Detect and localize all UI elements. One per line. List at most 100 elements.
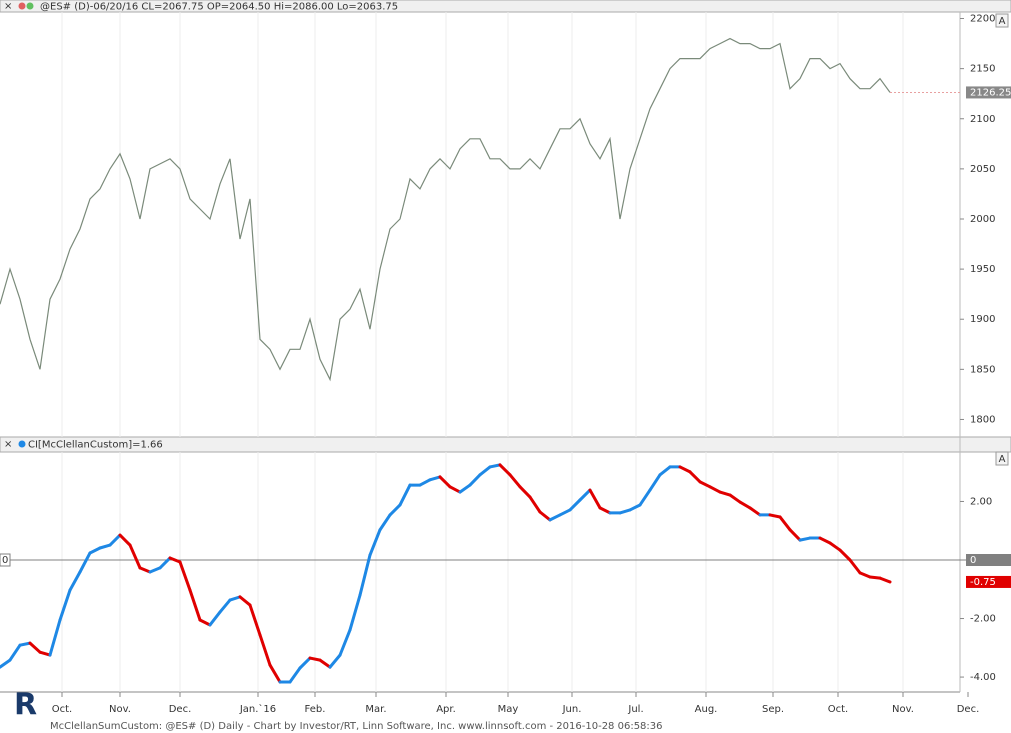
scale-button[interactable] [995, 13, 1009, 28]
indicator-segment [138, 566, 152, 574]
y-tick-label: 2050 [970, 164, 995, 175]
indicator-segment [288, 666, 302, 684]
x-tick-label: Nov. [109, 704, 131, 715]
indicator-segment [148, 566, 162, 574]
y-tick-label: 1850 [970, 364, 995, 375]
indicator-segment [8, 643, 22, 662]
indicator-segment [818, 536, 832, 545]
close-icon[interactable]: × [4, 1, 12, 12]
indicator-segment [538, 510, 552, 522]
logo: R [14, 688, 37, 723]
x-tick-label: Nov. [892, 704, 914, 715]
close-icon[interactable]: × [4, 439, 12, 450]
y-tick-label: 1800 [970, 414, 995, 425]
indicator-segment [568, 498, 582, 512]
indicator-segment [858, 571, 872, 579]
indicator-segment [778, 515, 792, 532]
last-price-tag [966, 86, 1011, 99]
indicator-segment [68, 570, 82, 592]
indicator-segment [838, 548, 852, 562]
indicator-segment [438, 475, 452, 489]
indicator-title: CI[McClellanCustom]=1.66 [28, 440, 163, 451]
footer: McClellanSumCustom: @ES# (D) Daily - Cha… [50, 721, 663, 732]
x-tick-label: Aug. [695, 704, 718, 715]
indicator-segment [358, 553, 372, 597]
indicator-segment [168, 556, 182, 564]
indicator-segment [118, 533, 132, 547]
indicator-segment [878, 576, 892, 584]
indicator-segment [578, 488, 592, 502]
x-tick-label: Dec. [169, 704, 192, 715]
indicator-segment [588, 488, 602, 510]
y-tick-label: 2100 [970, 114, 995, 125]
y-tick-label: -4.00 [970, 672, 996, 683]
indicator-segment [0, 658, 12, 669]
indicator-segment [828, 541, 842, 552]
indicator-segment [268, 663, 282, 684]
y-tick-label: 2200 [970, 14, 995, 25]
indicator-segment [88, 546, 102, 555]
indicator-segment [378, 513, 392, 532]
price-title: @ES# (D)-06/20/16 CL=2067.75 OP=2064.50 … [40, 2, 398, 13]
y-tick-label: 1950 [970, 264, 995, 275]
dot [26, 2, 34, 10]
x-tick-label: Oct. [52, 704, 72, 715]
indicator-segment [398, 483, 412, 507]
indicator-segment [728, 493, 742, 504]
indicator-segment [638, 488, 652, 507]
y-tick-label: 2.00 [970, 496, 992, 507]
indicator-segment [558, 508, 572, 517]
indicator-segment [328, 653, 342, 669]
x-tick-label: Dec. [957, 704, 980, 715]
indicator-segment [648, 473, 662, 492]
indicator-segment [708, 485, 722, 494]
indicator-segment [318, 658, 332, 669]
indicator-segment [428, 475, 442, 482]
indicator-segment [28, 641, 42, 654]
indicator-segment [868, 575, 882, 580]
last-value-label: -0.75 [970, 577, 996, 588]
indicator-segment [368, 528, 382, 557]
y-tick-label: 0 [970, 555, 976, 566]
indicator-segment [98, 543, 112, 550]
indicator-segment [658, 465, 672, 477]
dot [18, 2, 26, 10]
indicator-segment [548, 513, 562, 522]
scale-button-label[interactable]: A [999, 16, 1006, 27]
indicator-segment [498, 463, 512, 477]
indicator-segment [698, 480, 712, 489]
indicator-segment [58, 588, 72, 622]
x-tick-label: Sep. [762, 704, 784, 715]
indicator-segment [158, 556, 172, 570]
scale-button[interactable] [995, 451, 1009, 466]
indicator-segment [308, 656, 322, 662]
y-tick-label-left: 0 [2, 555, 8, 566]
indicator-segment [468, 473, 482, 487]
indicator-segment [178, 560, 192, 592]
price-header [0, 0, 1011, 13]
indicator-segment [388, 503, 402, 517]
indicator-segment [748, 506, 762, 517]
indicator-segment [518, 485, 532, 499]
dot [18, 440, 26, 448]
x-tick-label: Jul. [627, 704, 643, 715]
indicator-header [0, 436, 1011, 453]
last-value-tag [966, 575, 1011, 588]
zero-tag-left [0, 553, 11, 567]
indicator-segment [798, 536, 812, 542]
indicator-segment [198, 618, 212, 627]
zero-tag [966, 554, 1011, 566]
indicator-segment [478, 465, 492, 477]
indicator-segment [628, 503, 642, 512]
indicator-segment [38, 650, 52, 657]
indicator-segment [108, 533, 122, 547]
y-tick-label: -2.00 [970, 614, 996, 625]
indicator-segment [788, 528, 802, 542]
indicator-segment [678, 465, 692, 474]
scale-button-label[interactable]: A [999, 454, 1006, 465]
indicator-segment [418, 478, 432, 487]
indicator-segment [348, 593, 362, 632]
indicator-segment [718, 490, 732, 497]
